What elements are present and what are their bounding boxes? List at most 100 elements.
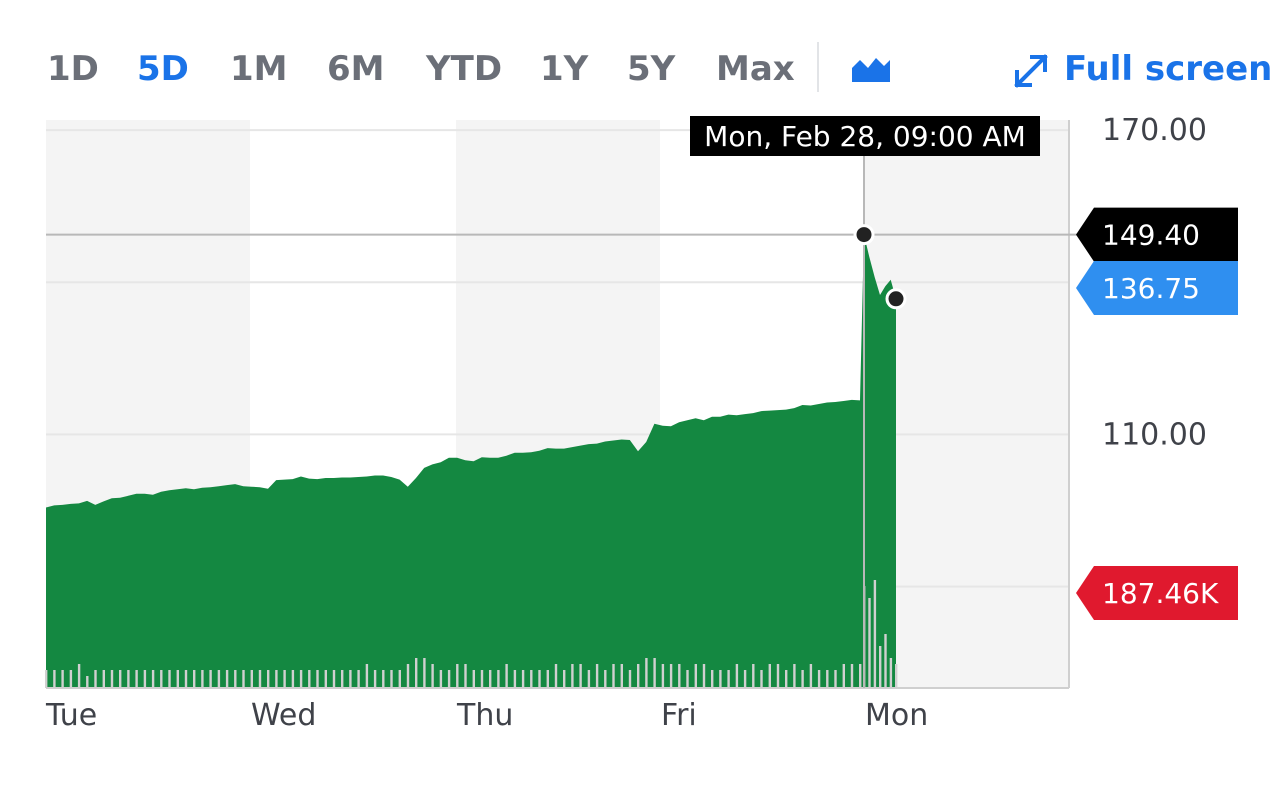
volume-bar xyxy=(201,670,204,688)
volume-flag-label: 187.46K xyxy=(1102,577,1219,610)
volume-bar xyxy=(316,670,319,688)
range-1d-button[interactable]: 1D xyxy=(47,46,99,92)
range-5y-button[interactable]: 5Y xyxy=(627,46,675,92)
volume-bar xyxy=(571,664,574,688)
x-tick-label: Fri xyxy=(661,698,697,733)
volume-bar xyxy=(283,670,286,688)
volume-bar xyxy=(69,670,73,688)
volume-bar xyxy=(620,664,623,688)
volume-bar xyxy=(324,670,327,688)
volume-bar xyxy=(760,670,763,688)
volume-bar xyxy=(110,670,114,688)
chart-type-button[interactable] xyxy=(850,52,892,86)
volume-bar xyxy=(184,670,188,688)
volume-bar xyxy=(119,670,122,688)
volume-bar xyxy=(711,670,714,688)
volume-bar xyxy=(889,658,893,688)
volume-bar xyxy=(513,670,517,688)
volume-bar xyxy=(702,664,706,688)
volume-bar xyxy=(151,670,155,688)
volume-bar xyxy=(447,670,451,688)
range-5d-button[interactable]: 5D xyxy=(137,46,189,92)
volume-bar xyxy=(135,670,138,688)
volume-bar xyxy=(489,670,492,688)
volume-bar xyxy=(859,664,862,688)
volume-bar xyxy=(834,670,837,688)
volume-bar xyxy=(86,676,89,688)
range-max-button[interactable]: Max xyxy=(716,46,795,92)
volume-bar xyxy=(77,664,81,688)
toolbar-divider xyxy=(817,42,819,92)
volume-bar xyxy=(168,670,171,688)
volume-bar xyxy=(250,670,253,688)
volume-bar xyxy=(868,598,871,688)
volume-bar xyxy=(431,664,434,688)
volume-bar xyxy=(439,670,443,688)
volume-bar xyxy=(785,670,788,688)
volume-bar xyxy=(727,670,730,688)
last-price-point xyxy=(885,288,907,310)
volume-bar xyxy=(94,670,97,688)
range-1y-button[interactable]: 1Y xyxy=(540,46,588,92)
volume-bar xyxy=(669,664,673,688)
volume-bar xyxy=(645,658,648,688)
volume-bar xyxy=(554,664,558,688)
volume-bar xyxy=(842,664,845,688)
volume-bar xyxy=(793,664,796,688)
volume-bar xyxy=(299,670,303,688)
volume-bar xyxy=(694,664,697,688)
volume-bar xyxy=(242,670,245,688)
current-price-flag xyxy=(1076,261,1238,315)
range-ytd-button[interactable]: YTD xyxy=(426,46,502,92)
volume-bar xyxy=(423,658,426,688)
current-price-flag-label: 136.75 xyxy=(1102,272,1200,305)
volume-bar xyxy=(258,670,262,688)
day-band xyxy=(864,120,1069,688)
volume-bar xyxy=(357,670,360,688)
volume-bar xyxy=(752,664,755,688)
x-tick-label: Mon xyxy=(865,698,928,733)
volume-bar xyxy=(563,670,566,688)
volume-bar xyxy=(809,664,813,688)
volume-bar xyxy=(546,670,549,688)
x-tick-label: Thu xyxy=(456,698,513,733)
volume-bar xyxy=(661,664,665,688)
volume-bar xyxy=(768,664,771,688)
volume-bar xyxy=(719,670,722,688)
volume-bar xyxy=(217,670,221,688)
range-1m-button[interactable]: 1M xyxy=(230,46,288,92)
volume-bar xyxy=(530,670,533,688)
crosshair-tooltip-label: Mon, Feb 28, 09:00 AM xyxy=(704,120,1026,153)
volume-bar xyxy=(464,664,467,688)
volume-bar xyxy=(686,670,689,688)
volume-bar xyxy=(612,664,615,688)
volume-bar xyxy=(505,664,508,688)
y-tick-label: 110.00 xyxy=(1102,417,1207,452)
crosshair-tooltip xyxy=(690,116,1040,156)
mountain-chart-icon xyxy=(852,58,890,82)
volume-bar xyxy=(895,664,898,688)
volume-bar xyxy=(373,670,377,688)
volume-bar xyxy=(102,670,105,688)
crosshair-point xyxy=(853,224,875,246)
volume-bar xyxy=(456,664,459,688)
volume-bar xyxy=(143,670,147,688)
volume-flag xyxy=(1076,566,1238,620)
crosshair-price-flag-label: 149.40 xyxy=(1102,219,1200,252)
volume-bar xyxy=(497,670,500,688)
volume-bar xyxy=(332,670,336,688)
range-6m-button[interactable]: 6M xyxy=(327,46,385,92)
volume-bar xyxy=(390,670,393,688)
volume-bar xyxy=(480,670,484,688)
volume-bar xyxy=(127,670,130,688)
volume-bar xyxy=(176,670,179,688)
volume-bar xyxy=(61,670,64,688)
volume-bar xyxy=(209,670,212,688)
volume-bar xyxy=(776,664,780,688)
volume-bar xyxy=(406,664,410,688)
volume-bar xyxy=(595,664,599,688)
volume-bar xyxy=(234,670,237,688)
fullscreen-label: Full screen xyxy=(1064,49,1273,89)
volume-bar xyxy=(275,670,278,688)
